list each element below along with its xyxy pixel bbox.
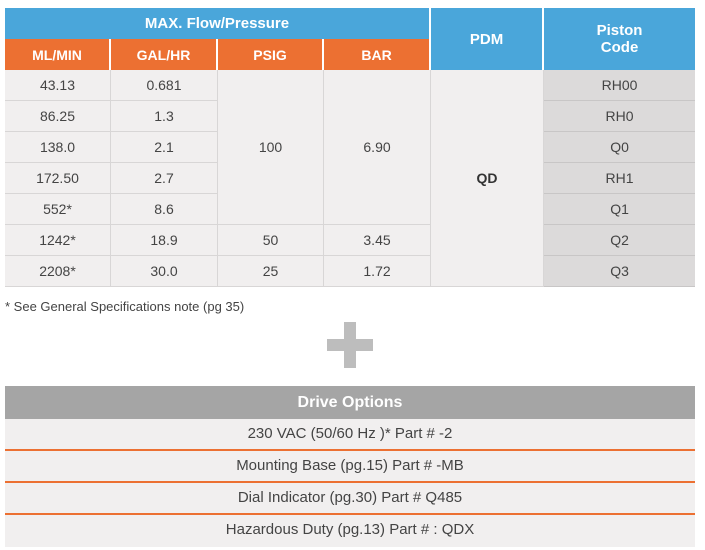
piston-header-line2: Code — [600, 39, 639, 56]
ml-min-cell: 172.50 — [5, 163, 111, 194]
ml-min-cell: 138.0 — [5, 132, 111, 163]
gal-hr-cell: 8.6 — [111, 194, 218, 225]
psig-cell: 25 — [218, 256, 324, 287]
max-flow-pressure-header: MAX. Flow/Pressure — [5, 8, 432, 39]
piston-code-cell: Q1 — [544, 194, 696, 225]
piston-code-cell: Q0 — [544, 132, 696, 163]
gal-hr-cell: 30.0 — [111, 256, 218, 287]
table-row: 43.13 0.681 100 6.90 QD RH00 — [5, 70, 696, 287]
ml-min-cell: 43.13 — [5, 70, 111, 101]
gal-hr-cell: 18.9 — [111, 225, 218, 256]
bar-cell: 3.45 — [324, 225, 432, 256]
drive-option-item: Hazardous Duty (pg.13) Part # : QDX — [5, 515, 695, 547]
psig-cell-merged: 100 — [218, 70, 324, 225]
drive-options-panel: Drive Options 230 VAC (50/60 Hz )* Part … — [5, 386, 695, 547]
ml-min-cell: 2208* — [5, 256, 111, 287]
bar-cell: 1.72 — [324, 256, 432, 287]
piston-code-cell: RH0 — [544, 101, 696, 132]
plus-icon — [327, 322, 373, 368]
drive-options-title: Drive Options — [5, 386, 695, 419]
gal-hr-cell: 0.681 — [111, 70, 218, 101]
col-ml-min-header: ML/MIN — [5, 39, 111, 70]
piston-code-cell: Q3 — [544, 256, 696, 287]
ml-min-cell: 1242* — [5, 225, 111, 256]
piston-code-header: Piston Code — [544, 8, 696, 70]
ml-min-cell: 86.25 — [5, 101, 111, 132]
flow-pressure-table: MAX. Flow/Pressure PDM Piston Code ML/MI… — [5, 8, 696, 287]
ml-min-cell: 552* — [5, 194, 111, 225]
table-row: 552* 8.6 Q1 — [5, 194, 696, 225]
col-bar-header: BAR — [324, 39, 432, 70]
gal-hr-cell: 1.3 — [111, 101, 218, 132]
table-row: 2208* 30.0 25 1.72 Q3 — [5, 256, 696, 287]
pdm-header: PDM — [431, 8, 545, 70]
piston-code-cell: RH1 — [544, 163, 696, 194]
drive-option-item: 230 VAC (50/60 Hz )* Part # -2 — [5, 419, 695, 451]
drive-option-item: Dial Indicator (pg.30) Part # Q485 — [5, 483, 695, 515]
piston-code-cell: Q2 — [544, 225, 696, 256]
drive-option-item: Mounting Base (pg.15) Part # -MB — [5, 451, 695, 483]
piston-code-cell: RH00 — [544, 70, 696, 101]
table-row: 172.50 2.7 RH1 — [5, 163, 696, 194]
psig-cell: 50 — [218, 225, 324, 256]
table-row: 1242* 18.9 50 3.45 Q2 — [5, 225, 696, 256]
bar-cell-merged: 6.90 — [324, 70, 432, 225]
table-row: 138.0 2.1 Q0 — [5, 132, 696, 163]
piston-header-line1: Piston — [596, 22, 643, 39]
col-gal-hr-header: GAL/HR — [111, 39, 218, 70]
table-row: 86.25 1.3 RH0 — [5, 101, 696, 132]
footnote: * See General Specifications note (pg 35… — [5, 299, 245, 314]
gal-hr-cell: 2.7 — [111, 163, 218, 194]
col-psig-header: PSIG — [218, 39, 324, 70]
gal-hr-cell: 2.1 — [111, 132, 218, 163]
pdm-cell: QD — [431, 70, 545, 287]
